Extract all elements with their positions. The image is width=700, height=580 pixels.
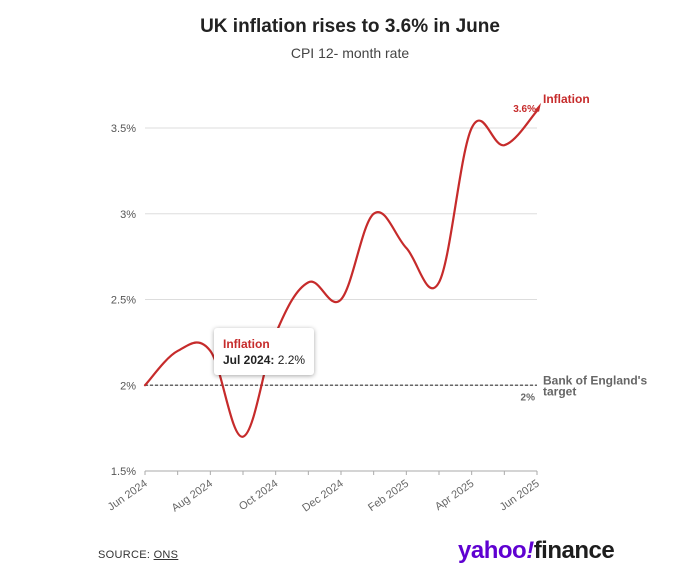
x-tick-label: Feb 2025: [366, 478, 411, 514]
series-line-inflation: [143, 109, 539, 438]
logo-part-finance: finance: [533, 537, 615, 564]
series-end-label: Inflation: [543, 92, 590, 106]
reference-line-label: Bank of England's: [543, 373, 648, 387]
y-tick-label: 3%: [120, 209, 136, 221]
x-axis: Jun 2024 Aug 2024 Oct 2024 Dec 2024 Feb 2025…: [106, 470, 542, 515]
logo-slash: !: [526, 537, 534, 564]
x-tick-label: Apr 2025: [433, 478, 476, 513]
tooltip: Inflation Jul 2024: 2.2%: [214, 328, 315, 375]
y-tick-label: 3.5%: [111, 123, 136, 135]
source-link[interactable]: ONS: [153, 549, 179, 561]
chart-title: UK inflation rises to 3.6% in June: [200, 16, 500, 37]
series-end-arrow: [535, 102, 541, 112]
source-note: SOURCE: ONS: [98, 549, 178, 561]
tooltip-date: Jul 2024:: [223, 353, 275, 367]
y-tick-label: 2.5%: [111, 295, 136, 307]
x-tick-label: Jun 2025: [498, 478, 542, 514]
x-tick-label: Jun 2024: [106, 478, 150, 514]
tooltip-value: 2.2%: [277, 353, 306, 367]
y-axis-ticks: 1.5% 2% 2.5% 3% 3.5%: [111, 123, 136, 478]
x-tick-label: Aug 2024: [170, 478, 215, 515]
reference-line-value: 2%: [521, 392, 536, 403]
y-tick-label: 2%: [120, 380, 136, 392]
x-tick-label: Oct 2024: [237, 478, 280, 513]
reference-line-label-2: target: [543, 384, 576, 398]
source-label: SOURCE:: [98, 549, 154, 561]
series-labels: Inflation 3.6%: [513, 92, 589, 115]
tooltip-series-name: Inflation: [223, 337, 270, 351]
chart-subtitle: CPI 12- month rate: [290, 45, 410, 61]
yahoo-finance-logo: yahoo!finance: [458, 537, 615, 565]
series-end-value: 3.6%: [513, 104, 536, 115]
logo-part-yahoo: yahoo: [458, 537, 527, 564]
series-group: [143, 102, 541, 438]
y-tick-label: 1.5%: [111, 466, 136, 478]
x-tick-label: Dec 2024: [300, 478, 345, 515]
